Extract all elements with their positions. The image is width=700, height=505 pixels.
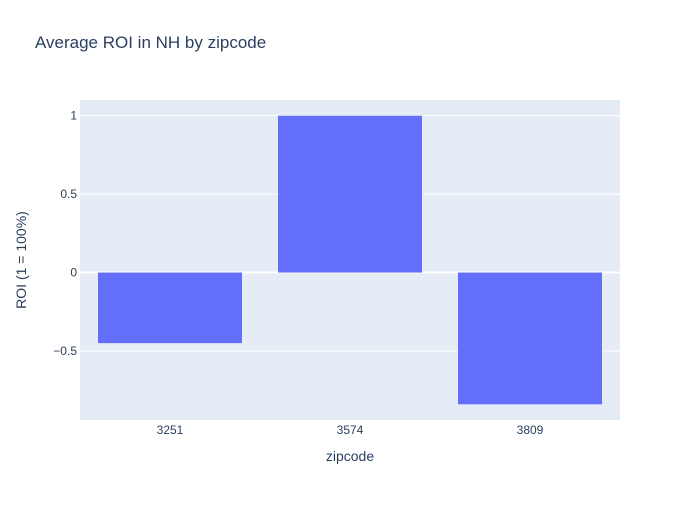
y-tick-label: 0.5 — [60, 187, 77, 201]
bar-3574[interactable] — [278, 115, 422, 273]
y-tick-label: 0 — [70, 266, 77, 280]
bar-3251[interactable] — [98, 272, 242, 344]
x-tick-label: 3809 — [517, 423, 544, 437]
x-axis-label: zipcode — [326, 448, 374, 464]
y-axis-ticks: −0.5 0 0.5 1 — [53, 109, 77, 358]
x-tick-label: 3251 — [157, 423, 184, 437]
y-tick-label: 1 — [70, 109, 77, 123]
chart-title: Average ROI in NH by zipcode — [35, 33, 267, 52]
x-axis-ticks: 3251 3574 3809 — [157, 423, 544, 437]
bars — [98, 115, 602, 405]
y-tick-label: −0.5 — [53, 344, 77, 358]
y-axis-label: ROI (1 = 100%) — [13, 211, 29, 309]
bar-3809[interactable] — [458, 272, 602, 405]
x-tick-label: 3574 — [337, 423, 364, 437]
